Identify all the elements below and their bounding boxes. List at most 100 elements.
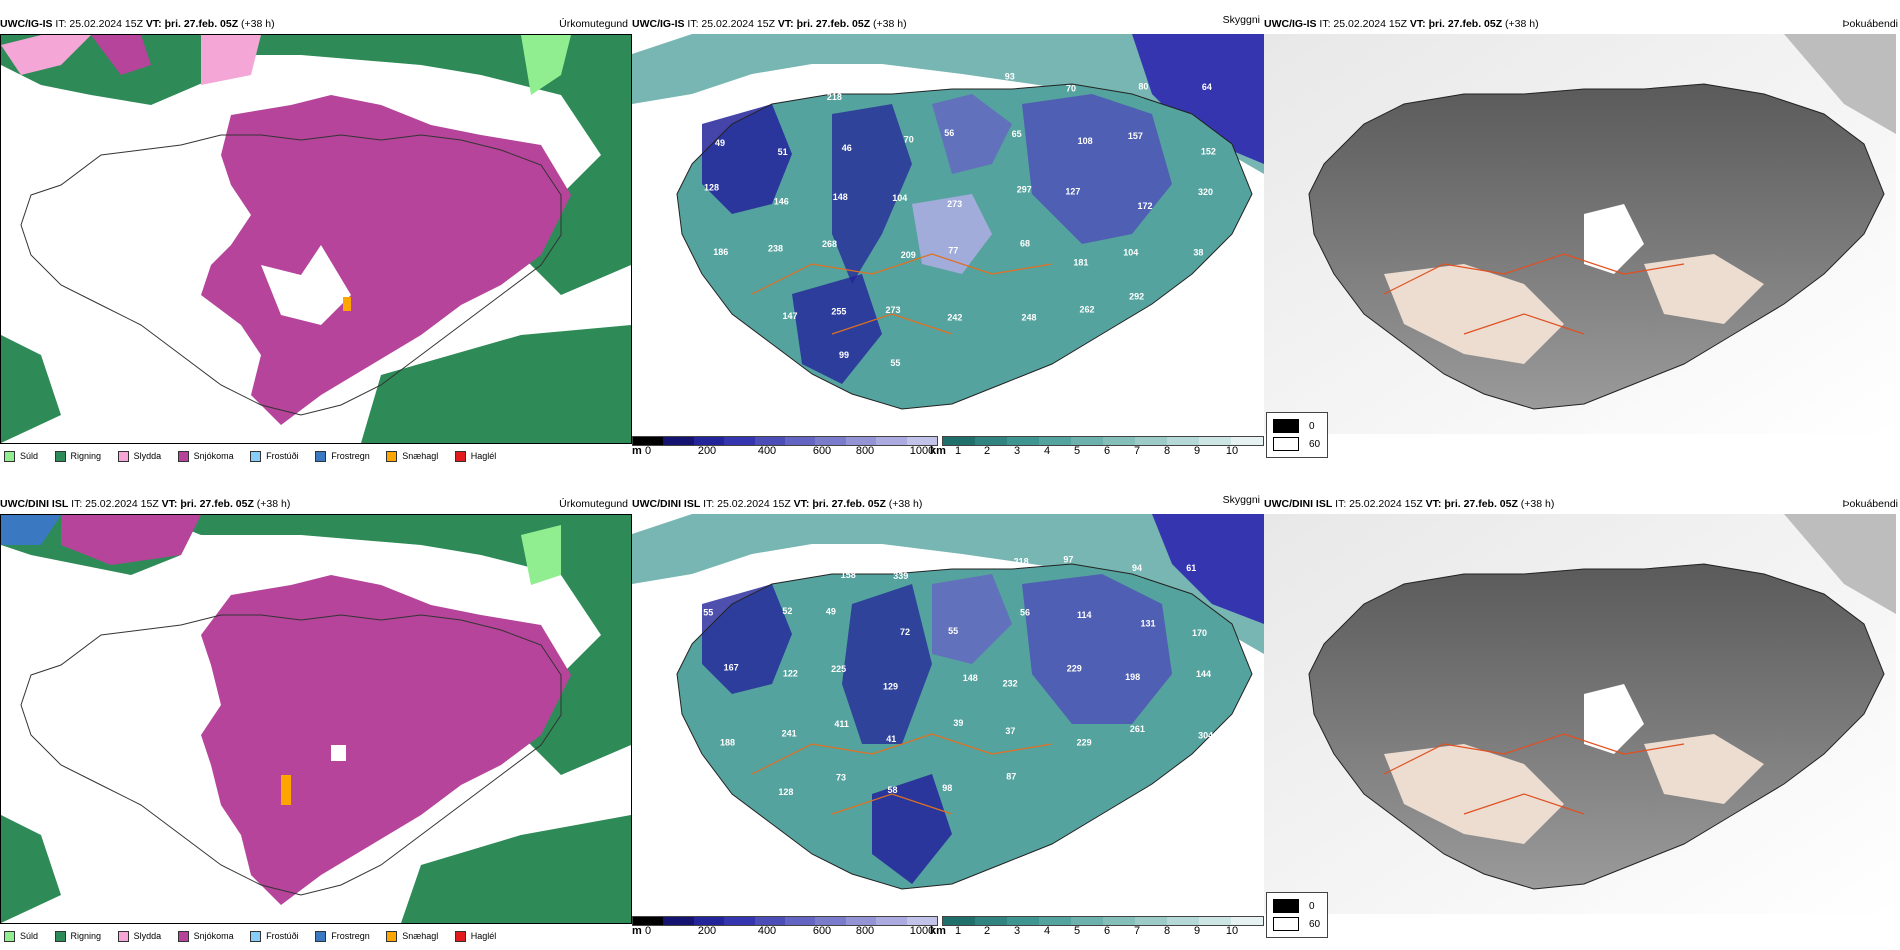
legend-item: Frostregn [315, 448, 370, 464]
visibility-colorbar: km 1 2 3 4 5 6 7 8 9 10 [930, 916, 1264, 938]
ceiling-label: 172 [1138, 201, 1153, 211]
tick-label: 9 [1193, 925, 1201, 937]
panel-header: UWC/IG-IS IT: 25.02.2024 15Z VT: þri. 27… [632, 14, 1264, 34]
valid-time-label: VT: [777, 18, 794, 30]
tick-label: 1000 [909, 445, 935, 457]
ceiling-label: 108 [1078, 136, 1093, 146]
tick-label: 3 [1013, 925, 1021, 937]
visibility-unit: km [930, 445, 946, 457]
ceiling-label: 157 [1128, 131, 1143, 141]
legend-item: Snjókoma [177, 448, 234, 464]
model-name: UWC/IG-IS [1264, 18, 1317, 30]
ceiling-label: 148 [833, 192, 848, 202]
ceiling-label: 80 [1138, 81, 1148, 91]
ceiling-label: 241 [782, 729, 797, 739]
ceiling-label: 229 [1067, 664, 1082, 674]
tick-label: 1 [954, 445, 962, 457]
lead-time: (+38 h) [1505, 18, 1539, 30]
ceiling-label: 131 [1141, 619, 1156, 629]
legend-item: Haglél [454, 448, 496, 464]
precip-panel-bottom: UWC/DINI ISL IT: 25.02.2024 15Z VT: þri.… [0, 494, 632, 944]
ceiling-label: 297 [1017, 185, 1032, 195]
visibility-colorbar: km 1 2 3 4 5 6 7 8 9 10 [930, 436, 1264, 458]
valid-time-label: VT: [1425, 498, 1442, 510]
fog-legend-label: 60 [1309, 918, 1321, 930]
tick-label: 5 [1073, 925, 1081, 937]
ceiling-label: 127 [1065, 187, 1080, 197]
ceiling-label: 158 [962, 78, 977, 88]
precip-legend: Súld Rigning Slydda Snjókoma Frostúði Fr… [4, 928, 510, 944]
ceiling-label: 320 [1198, 187, 1213, 197]
panel-title: Úrkomutegund [559, 498, 628, 510]
tick-label: 10 [1225, 445, 1239, 457]
cloud-panel-bottom: UWC/DINI ISL IT: 25.02.2024 15Z VT: þri.… [632, 494, 1264, 944]
ceiling-label: 128 [778, 787, 793, 797]
fog-map [1264, 34, 1896, 434]
ceiling-label: 56 [1020, 608, 1030, 618]
tick-label: 4 [1043, 925, 1051, 937]
tick-label: 6 [1103, 925, 1111, 937]
tick-label: 1000 [909, 925, 935, 937]
panel-title: Skyggni [1222, 14, 1260, 26]
tick-label: 0 [644, 925, 652, 937]
ceiling-label: 198 [1125, 672, 1140, 682]
model-name: UWC/DINI ISL [1264, 498, 1333, 510]
ceiling-label: 292 [1129, 292, 1144, 302]
ceiling-label: 148 [963, 673, 978, 683]
ceiling-label: 55 [948, 626, 958, 636]
ceiling-label: 209 [901, 250, 916, 260]
valid-time: þri. 27.feb. 05Z [1428, 18, 1503, 30]
ceiling-label: 218 [827, 92, 842, 102]
init-time: IT: 25.02.2024 15Z [71, 498, 159, 510]
ceiling-label: 238 [768, 244, 783, 254]
precip-panel-top: UWC/IG-IS IT: 25.02.2024 15Z VT: þri. 27… [0, 14, 632, 464]
ceiling-colorbar: m 0 200 400 600 800 1000 [632, 916, 938, 938]
ceiling-colorbar: m 0 200 400 600 800 1000 [632, 436, 938, 458]
tick-label: 6 [1103, 445, 1111, 457]
ceiling-label: 218 [1014, 557, 1029, 567]
ceiling-label: 94 [1132, 563, 1142, 573]
ceiling-label: 52 [782, 606, 792, 616]
legend-item: Snæhagl [386, 928, 438, 944]
valid-time: þri. 27.feb. 05Z [796, 18, 871, 30]
ceiling-label: 49 [715, 138, 725, 148]
init-time: IT: 25.02.2024 15Z [1335, 498, 1423, 510]
tick-label: 200 [697, 445, 717, 457]
fog-legend-label: 0 [1309, 420, 1315, 432]
panel-title: Þokuábendi [1842, 498, 1898, 510]
ceiling-label: 230 [704, 349, 719, 359]
ceiling-label: 106 [773, 355, 788, 365]
valid-time-label: VT: [161, 498, 178, 510]
ceiling-label: 339 [893, 571, 908, 581]
panel-header: UWC/IG-IS IT: 25.02.2024 15Z VT: þri. 27… [1264, 14, 1900, 34]
fog-panel-top: UWC/IG-IS IT: 25.02.2024 15Z VT: þri. 27… [1264, 14, 1900, 464]
tick-label: 2 [983, 445, 991, 457]
ceiling-label: 248 [1022, 313, 1037, 323]
ceiling-label: 87 [1006, 771, 1016, 781]
tick-label: 2 [983, 925, 991, 937]
ceiling-label: 70 [1066, 84, 1076, 94]
ceiling-label: 58 [888, 785, 898, 795]
lead-time: (+38 h) [1520, 498, 1555, 510]
ceiling-label: 304 [1198, 730, 1213, 740]
ceiling-label: 152 [1201, 146, 1216, 156]
valid-time: þri. 27.feb. 05Z [180, 498, 254, 510]
ceiling-label: 268 [822, 239, 837, 249]
ceiling-label: 73 [836, 772, 846, 782]
fog-map [1264, 514, 1896, 914]
ceiling-label: 99 [839, 350, 849, 360]
valid-time-label: VT: [1409, 18, 1426, 30]
visibility-unit: km [930, 925, 946, 937]
ceiling-label: 104 [1123, 247, 1138, 257]
legend-item: Frostregn [315, 928, 370, 944]
ceiling-label: 188 [720, 738, 735, 748]
ceiling-label: 55 [703, 607, 713, 617]
cloud-map: 280 201 218 103 158 93 70 80 64 49 51 46 70 56 65 108 15… [632, 34, 1264, 434]
ceiling-label: 216 [954, 555, 969, 565]
ceiling-label: 49 [826, 607, 836, 617]
precip-map [0, 514, 632, 924]
valid-time: þri. 27.feb. 05Z [812, 498, 886, 510]
ceiling-label: 242 [947, 313, 962, 323]
precip-map [0, 34, 632, 444]
ceiling-label: 98 [942, 783, 952, 793]
